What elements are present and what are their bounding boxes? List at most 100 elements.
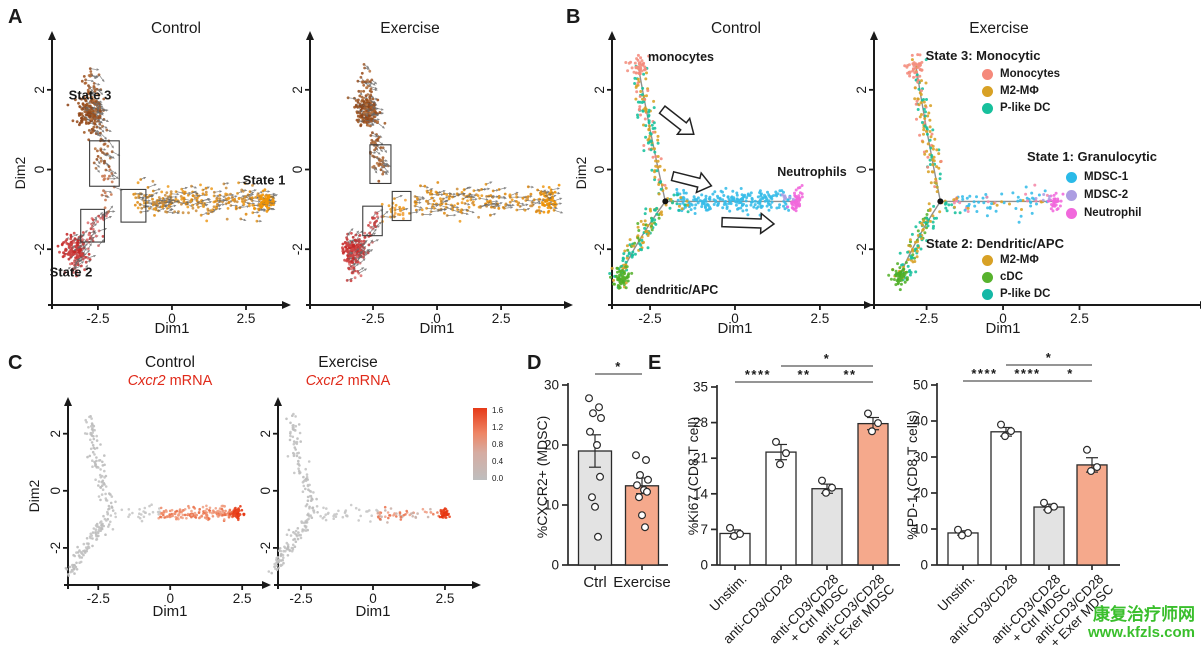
svg-text:****: ****: [971, 366, 997, 381]
panel-c-letter: C: [8, 352, 23, 374]
panel-b-exercise-xlabel: Dim1: [985, 320, 1021, 337]
svg-text:0: 0: [731, 311, 739, 326]
svg-text:1.6: 1.6: [492, 406, 504, 415]
svg-text:-2: -2: [258, 542, 273, 554]
svg-text:0: 0: [700, 558, 708, 573]
legend-color-dot-icon: [1066, 189, 1077, 201]
svg-text:**: **: [843, 367, 856, 382]
panel-c-exercise-title: Exercise: [318, 354, 378, 371]
legend-color-dot-icon: [982, 85, 993, 97]
svg-text:35: 35: [693, 380, 708, 395]
gene-name: Cxcr2: [305, 373, 344, 389]
svg-text:0.4: 0.4: [492, 457, 504, 466]
svg-text:-2.5: -2.5: [915, 311, 938, 326]
watermark: 康复治疗师网 www.kfzls.com: [1088, 605, 1195, 641]
panel-d-ylabel: %CXCR2+ (MDSC): [534, 415, 550, 539]
panel-c-control-subtitle: Cxcr2 mRNA: [128, 373, 213, 389]
legend-item: Monocytes: [982, 68, 1060, 80]
panel-c-exercise-xlabel: Dim1: [355, 603, 391, 620]
panel-b-control-title: Control: [711, 20, 761, 37]
legend-item-label: P-like DC: [1000, 288, 1051, 300]
legend-item-label: M2-MΦ: [1000, 254, 1039, 266]
panel-a-ylabel: Dim2: [12, 156, 28, 190]
panel-b-control-xlabel: Dim1: [717, 320, 753, 337]
svg-text:*: *: [1067, 366, 1074, 381]
svg-text:0.0: 0.0: [492, 474, 504, 483]
svg-text:30: 30: [544, 378, 559, 393]
svg-text:2.5: 2.5: [436, 591, 455, 606]
legend-group-title: State 1: Granulocytic: [1026, 149, 1158, 164]
legend-color-dot-icon: [1066, 207, 1077, 219]
watermark-line1: 康复治疗师网: [1093, 605, 1195, 624]
svg-text:****: ****: [745, 367, 771, 382]
svg-text:2.5: 2.5: [237, 311, 256, 326]
svg-text:0: 0: [168, 311, 176, 326]
svg-text:0.8: 0.8: [492, 440, 504, 449]
svg-text:2: 2: [258, 430, 273, 438]
svg-text:*: *: [824, 351, 831, 366]
legend-item-label: M2-MΦ: [1000, 85, 1039, 97]
monocytes-annotation: monocytes: [648, 50, 714, 64]
svg-text:0: 0: [854, 166, 869, 174]
svg-text:-2.5: -2.5: [289, 591, 312, 606]
panel-a-control-title: Control: [151, 20, 201, 37]
svg-text:2.5: 2.5: [233, 591, 252, 606]
svg-text:****: ****: [1014, 366, 1040, 381]
svg-text:0: 0: [258, 487, 273, 495]
svg-text:2.5: 2.5: [1070, 311, 1089, 326]
legend-item: MDSC-2: [1066, 189, 1128, 201]
x-category-label-d: Exercise: [613, 574, 671, 591]
svg-text:2: 2: [48, 430, 63, 438]
legend-item: P-like DC: [982, 102, 1051, 114]
legend-item-label: Neutrophil: [1084, 207, 1142, 219]
state-1-label: State 1: [242, 172, 286, 188]
legend-item: P-like DC: [982, 288, 1051, 300]
svg-text:2.5: 2.5: [811, 311, 830, 326]
svg-text:7: 7: [700, 522, 708, 537]
panel-c-exercise-subtitle: Cxcr2 mRNA: [306, 373, 391, 389]
panel-c-control-xlabel: Dim1: [152, 603, 188, 620]
x-category-label-d: Ctrl: [583, 574, 607, 591]
svg-text:0: 0: [433, 311, 441, 326]
svg-text:2: 2: [32, 86, 47, 94]
state-3-label: State 3: [68, 87, 112, 103]
svg-text:0: 0: [592, 166, 607, 174]
legend-color-dot-icon: [1066, 171, 1077, 183]
svg-text:-2.5: -2.5: [87, 591, 110, 606]
svg-text:-2: -2: [32, 243, 47, 255]
neutrophils-annotation: Neutrophils: [777, 165, 847, 179]
svg-text:-2: -2: [290, 243, 305, 255]
svg-text:0: 0: [32, 166, 47, 174]
svg-text:0: 0: [551, 558, 559, 573]
panel-a-exercise-title: Exercise: [380, 20, 440, 37]
panel-d-letter: D: [527, 352, 542, 374]
legend-item-label: cDC: [1000, 271, 1024, 283]
gene-suffix: mRNA: [165, 373, 213, 389]
legend-item: cDC: [982, 271, 1023, 283]
svg-text:0: 0: [48, 487, 63, 495]
legend-color-dot-icon: [982, 288, 993, 300]
legend-item-label: MDSC-1: [1084, 171, 1129, 183]
svg-text:-2.5: -2.5: [638, 311, 661, 326]
svg-text:-2: -2: [854, 243, 869, 255]
legend-color-dot-icon: [982, 68, 993, 80]
legend-group-title: State 2: Dendritic/APC: [926, 236, 1064, 251]
panel-e-ki67-ylabel: %Ki67 (CD8 T cell): [685, 416, 701, 536]
legend-color-dot-icon: [982, 254, 993, 266]
panel-a-control-xlabel: Dim1: [154, 320, 190, 337]
panel-b-ylabel: Dim2: [573, 156, 589, 190]
svg-text:1.2: 1.2: [492, 423, 504, 432]
svg-text:2: 2: [854, 86, 869, 94]
svg-text:50: 50: [913, 378, 928, 393]
watermark-line2: www.kfzls.com: [1088, 623, 1195, 641]
panel-e-pd1-ylabel: %PD-1 (CD8 T cells): [904, 410, 920, 540]
svg-text:-2: -2: [592, 243, 607, 255]
legend-item-label: Monocytes: [1000, 68, 1061, 80]
svg-text:*: *: [615, 359, 622, 374]
state-2-label: State 2: [49, 264, 93, 280]
panel-c-ylabel: Dim2: [26, 479, 42, 513]
legend-item: Neutrophil: [1066, 207, 1142, 219]
svg-text:**: **: [797, 367, 810, 382]
